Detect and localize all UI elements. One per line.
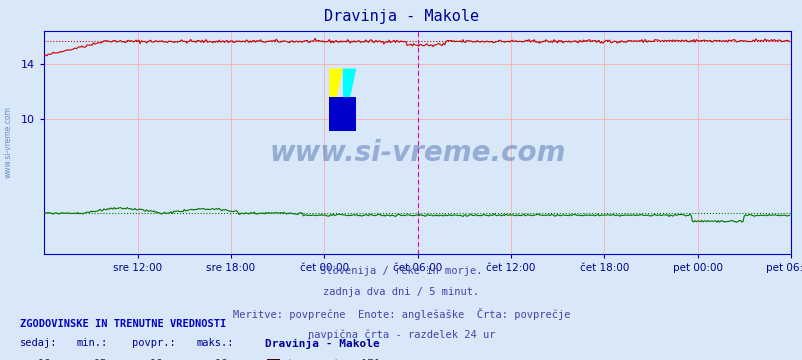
Text: temperatura[F]: temperatura[F] xyxy=(286,359,380,360)
Text: sedaj:: sedaj: xyxy=(20,338,58,348)
Polygon shape xyxy=(329,68,342,131)
Text: 15: 15 xyxy=(94,359,107,360)
Text: Dravinja - Makole: Dravinja - Makole xyxy=(323,9,479,24)
Text: povpr.:: povpr.: xyxy=(132,338,176,348)
Text: Slovenija / reke in morje.: Slovenija / reke in morje. xyxy=(320,266,482,276)
Text: Meritve: povprečne  Enote: anglešaške  Črta: povprečje: Meritve: povprečne Enote: anglešaške Črt… xyxy=(233,308,569,320)
Text: zadnja dva dni / 5 minut.: zadnja dva dni / 5 minut. xyxy=(323,287,479,297)
Text: www.si-vreme.com: www.si-vreme.com xyxy=(3,106,13,178)
Text: 16: 16 xyxy=(38,359,51,360)
Text: 16: 16 xyxy=(150,359,164,360)
Text: maks.:: maks.: xyxy=(196,338,234,348)
Text: Dravinja - Makole: Dravinja - Makole xyxy=(265,338,379,350)
Text: navpična črta - razdelek 24 ur: navpična črta - razdelek 24 ur xyxy=(307,329,495,339)
Text: 16: 16 xyxy=(214,359,228,360)
Text: ZGODOVINSKE IN TRENUTNE VREDNOSTI: ZGODOVINSKE IN TRENUTNE VREDNOSTI xyxy=(20,319,226,329)
Text: www.si-vreme.com: www.si-vreme.com xyxy=(269,139,565,167)
Polygon shape xyxy=(342,68,356,131)
Text: min.:: min.: xyxy=(76,338,107,348)
Polygon shape xyxy=(329,97,356,131)
